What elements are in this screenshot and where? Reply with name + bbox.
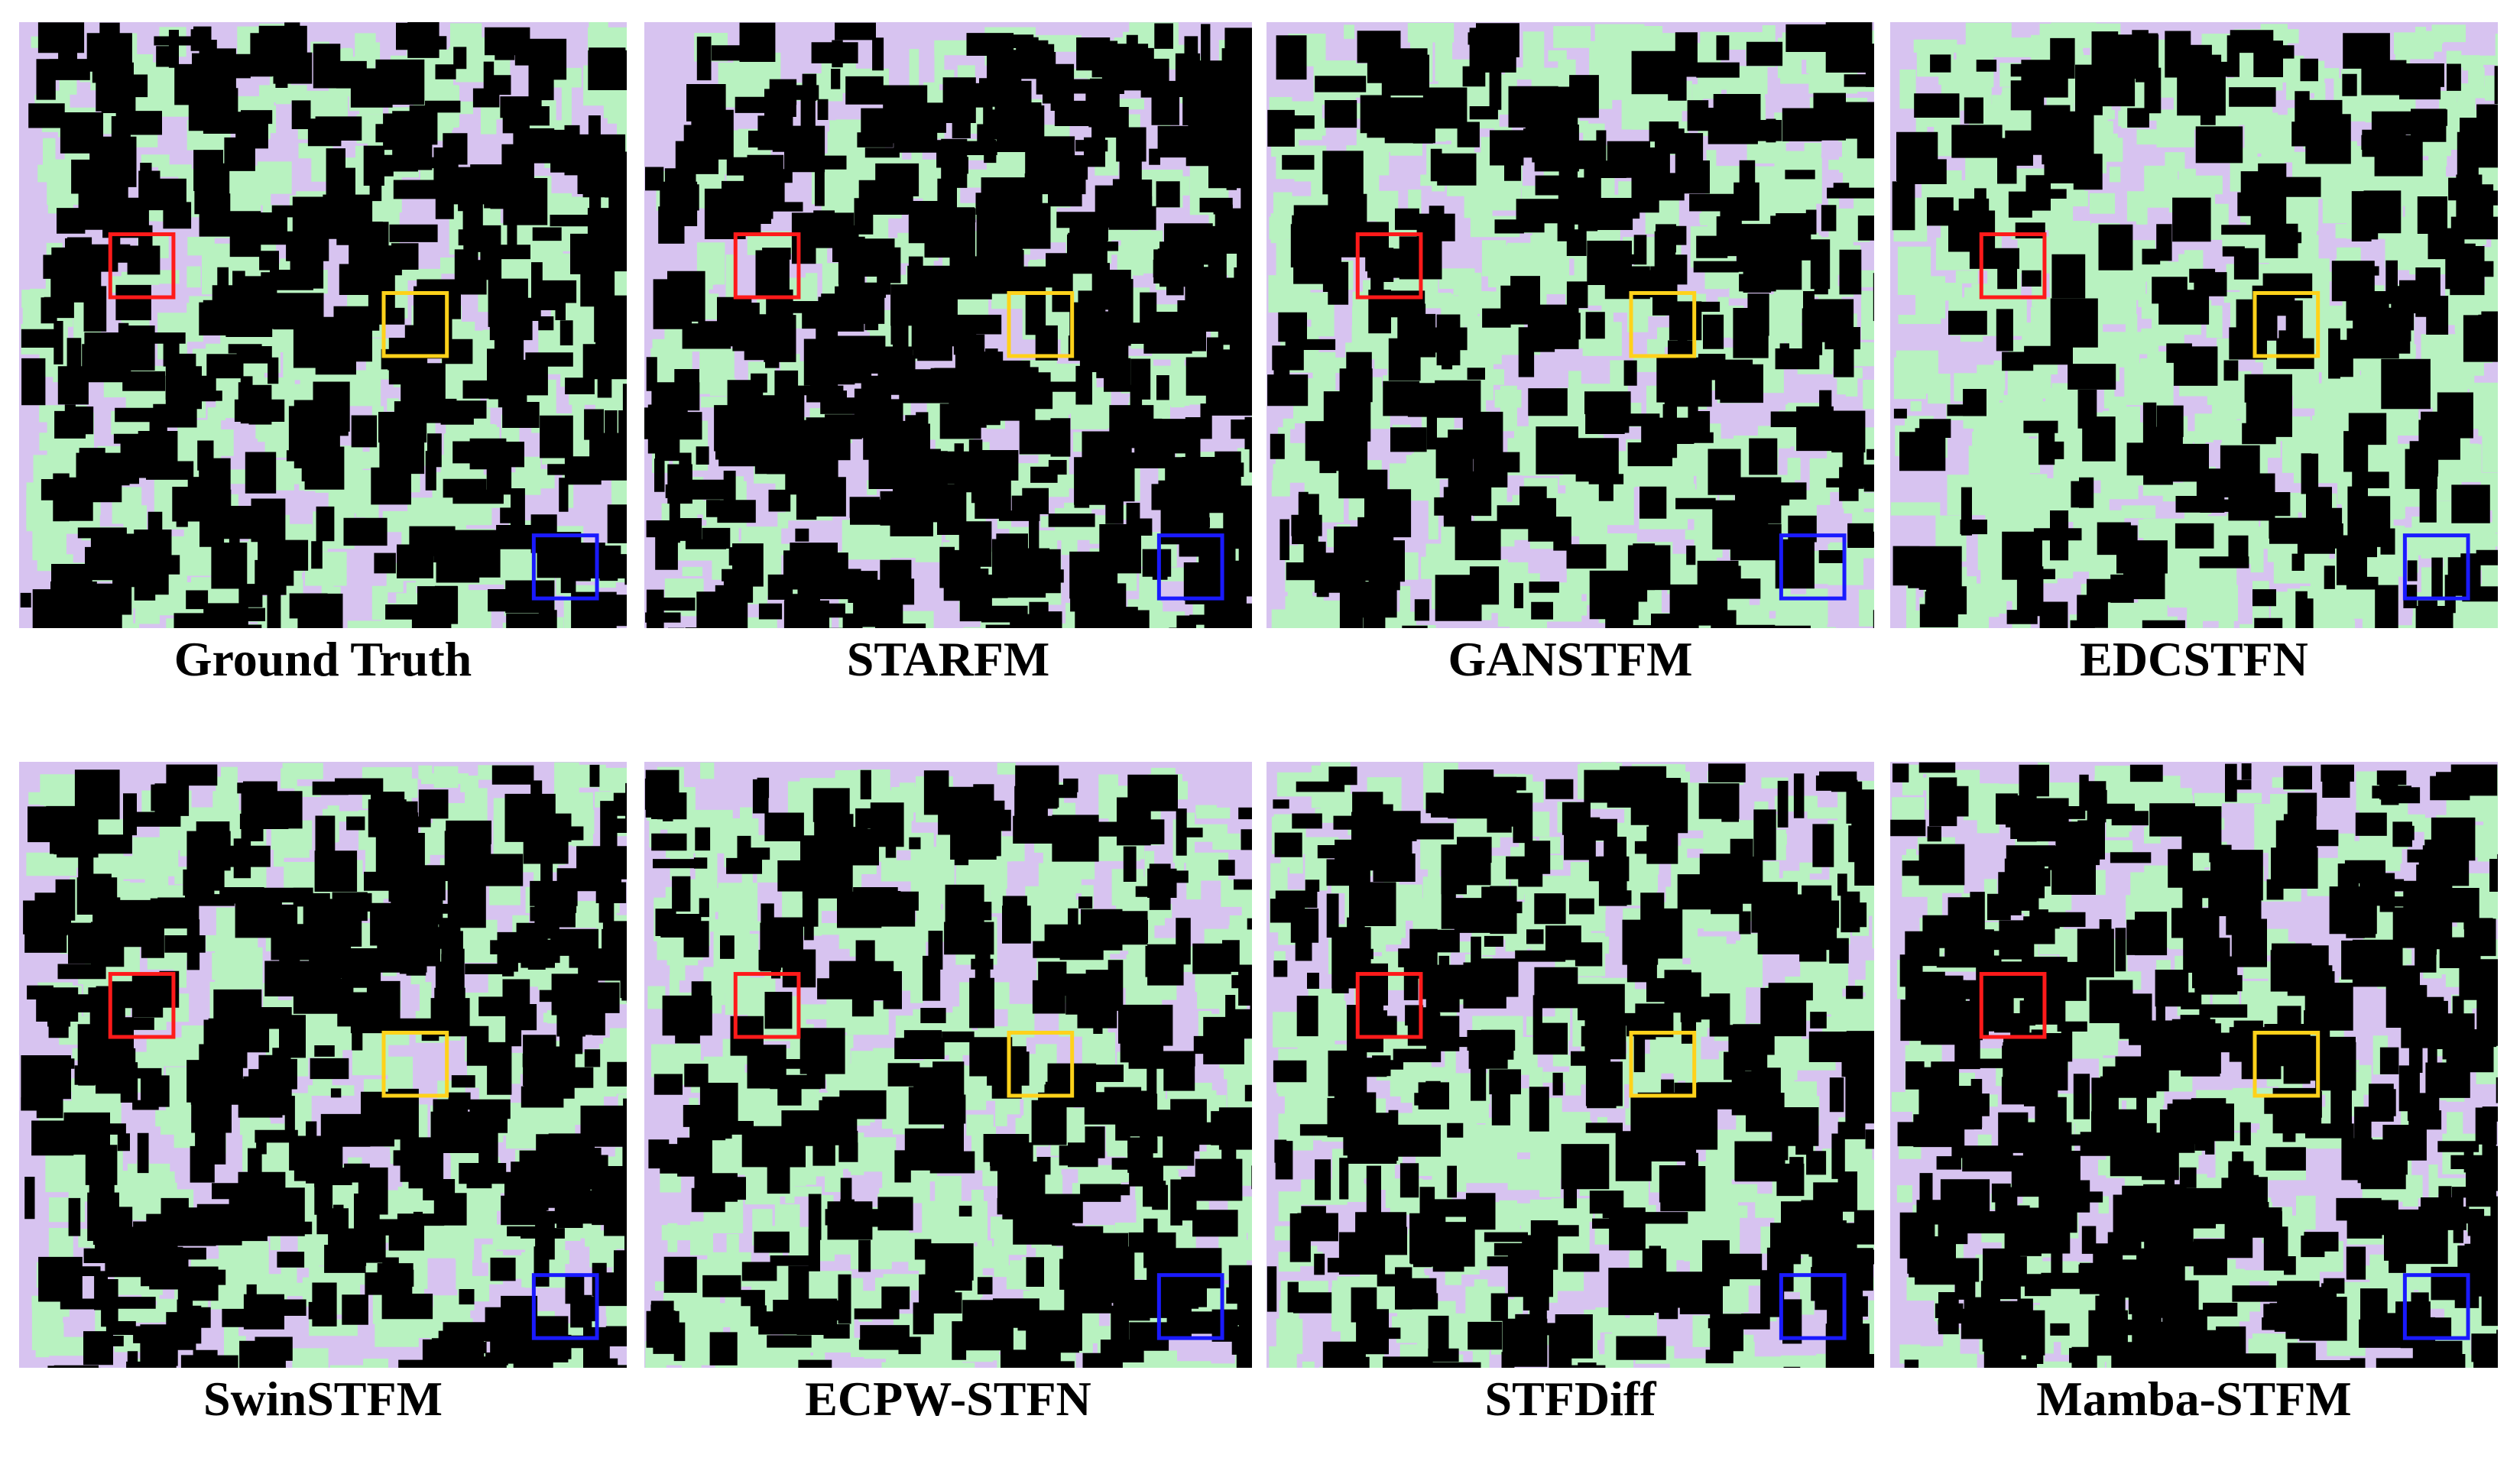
map-panel xyxy=(1890,22,2498,628)
zoom-box xyxy=(531,533,599,601)
zoom-box xyxy=(108,972,176,1039)
dark-patches xyxy=(20,22,627,628)
panel-label: EDCSTFN xyxy=(2080,632,2308,686)
zoom-box xyxy=(381,1030,449,1098)
dark-patches xyxy=(644,765,1252,1368)
zoom-box xyxy=(1979,232,2047,300)
zoom-box xyxy=(1007,290,1075,358)
vegetation-patches xyxy=(1890,22,2498,628)
zoom-box xyxy=(108,232,176,300)
dark-patches xyxy=(1892,30,2498,628)
panel-label: Mamba-STFM xyxy=(2036,1372,2351,1426)
zoom-box xyxy=(2402,533,2470,601)
panel-label: STFDiff xyxy=(1485,1372,1657,1426)
panel-label: ECPW-STFN xyxy=(805,1372,1091,1426)
zoom-box xyxy=(1629,290,1697,358)
zoom-box xyxy=(2252,290,2321,358)
zoom-box xyxy=(733,972,801,1039)
zoom-box xyxy=(1979,972,2047,1039)
map-panel xyxy=(19,762,628,1368)
dark-patches xyxy=(1890,762,2498,1368)
zoom-box xyxy=(531,1273,599,1340)
map-panel xyxy=(644,762,1252,1368)
map-panel xyxy=(1266,22,1874,629)
panel-label: Ground Truth xyxy=(174,632,472,686)
map-panel xyxy=(19,22,628,628)
panel-label: STARFM xyxy=(847,632,1049,686)
dark-patches xyxy=(21,764,628,1368)
zoom-box xyxy=(1007,1030,1075,1098)
map-panel xyxy=(644,22,1252,629)
zoom-box xyxy=(2252,1030,2321,1098)
zoom-box xyxy=(381,290,449,358)
zoom-box xyxy=(1779,1273,1847,1340)
dark-patches xyxy=(1267,22,1874,629)
map-panel xyxy=(1890,762,2498,1368)
zoom-box xyxy=(1355,972,1423,1039)
dark-patches xyxy=(1266,763,1874,1368)
zoom-box xyxy=(1156,533,1224,601)
zoom-box xyxy=(733,232,801,300)
zoom-box xyxy=(1629,1030,1697,1098)
zoom-box xyxy=(2402,1273,2470,1340)
zoom-box xyxy=(1779,533,1847,601)
panel-label: GANSTFM xyxy=(1448,632,1693,686)
zoom-box xyxy=(1156,1273,1224,1340)
zoom-box xyxy=(1355,232,1423,300)
map-panel xyxy=(1266,762,1874,1368)
dark-patches xyxy=(644,22,1252,629)
panel-label: SwinSTFM xyxy=(203,1372,443,1426)
